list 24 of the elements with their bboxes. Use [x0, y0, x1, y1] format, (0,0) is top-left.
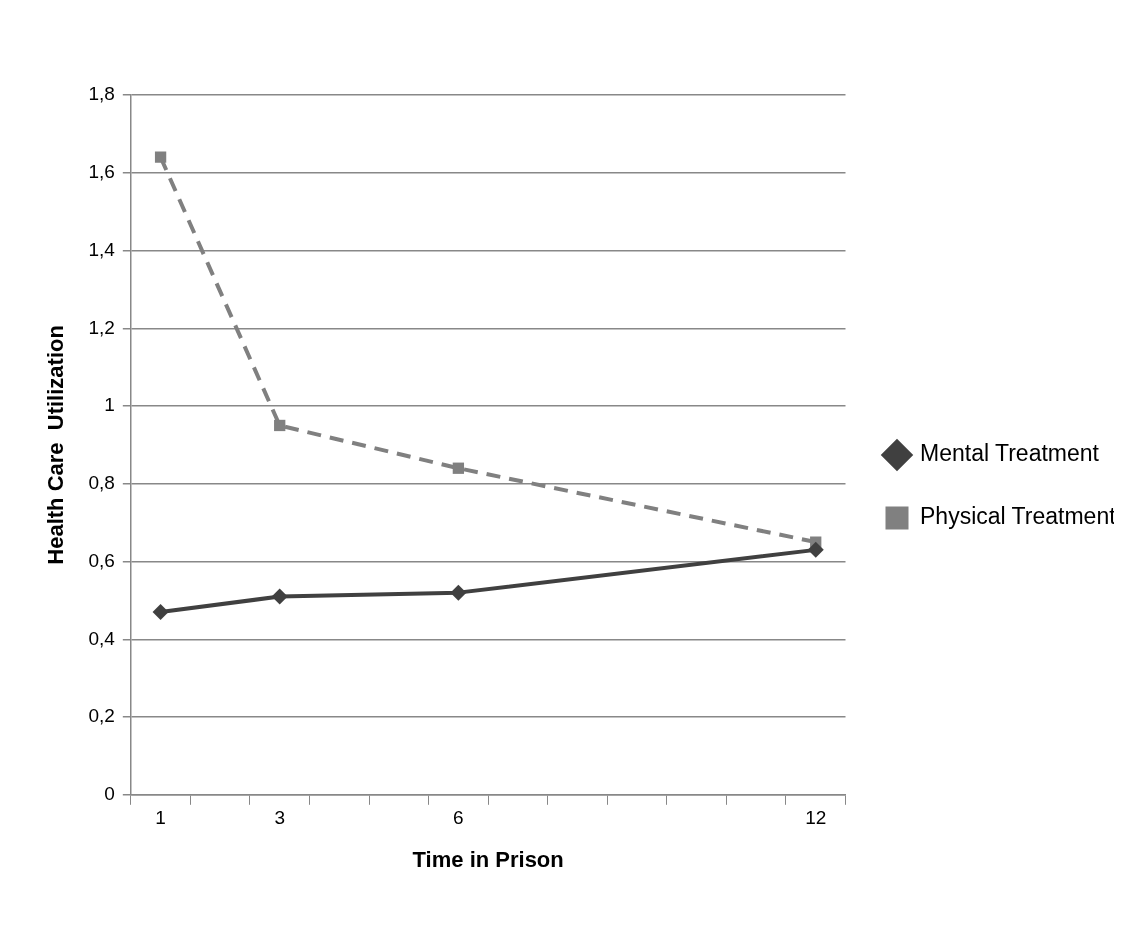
y-tick-label: 1 — [104, 394, 115, 416]
x-tick-label: 1 — [155, 807, 166, 829]
y-tick-label: 1,8 — [88, 83, 115, 105]
y-tick-label: 0,4 — [88, 627, 116, 649]
point — [271, 588, 288, 605]
legend-label: Mental Treatment — [920, 440, 1100, 467]
y-tick-label: 1,6 — [88, 160, 115, 182]
x-tick-label: 3 — [274, 807, 285, 829]
x-axis-title: Time in Prison — [412, 846, 564, 872]
point — [154, 151, 167, 163]
y-tick-label: 0,8 — [88, 472, 115, 494]
y-tick-label: 0,2 — [88, 705, 115, 727]
y-tick-label: 0 — [104, 783, 115, 805]
point — [152, 604, 169, 621]
x-tick-label: 6 — [453, 807, 464, 829]
y-tick-label: 0,6 — [88, 549, 115, 571]
point — [274, 419, 286, 432]
y-tick-label: 1,4 — [88, 238, 116, 260]
point — [450, 584, 467, 601]
point — [807, 541, 824, 558]
y-tick-label: 1,2 — [88, 316, 115, 338]
x-tick-label: 12 — [805, 807, 827, 829]
point — [452, 462, 465, 474]
y-axis-title: Health Care Utilization — [43, 325, 69, 565]
